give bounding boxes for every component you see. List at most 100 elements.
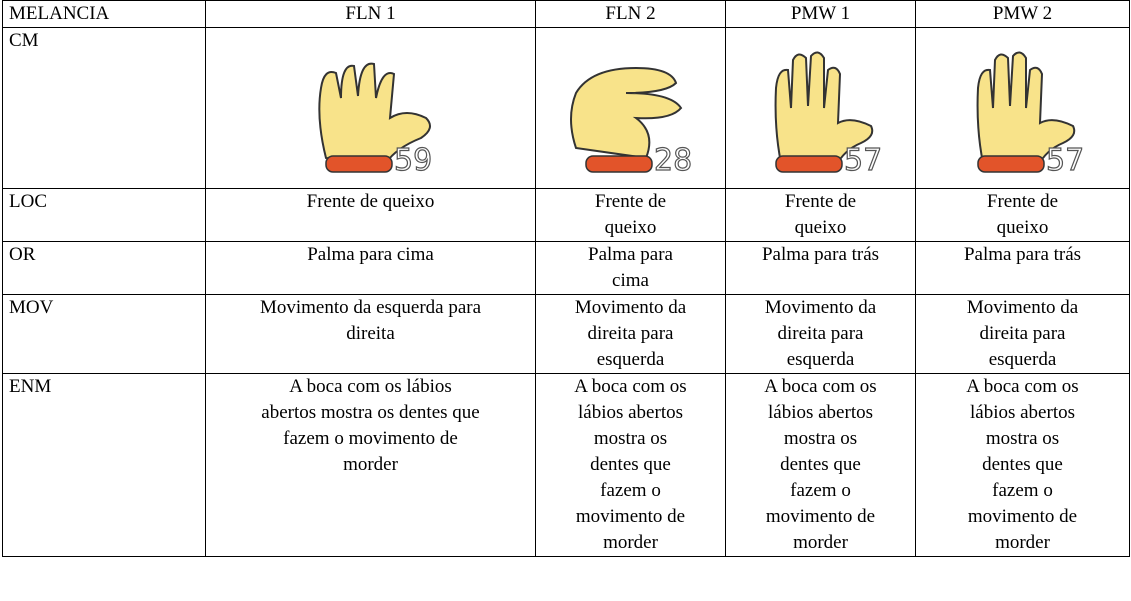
cell-line: direita — [346, 323, 395, 344]
hand-code: 57 — [844, 143, 882, 178]
cell-line: Movimento da — [764, 297, 877, 318]
cell-line: Frente de queixo — [306, 191, 435, 212]
table-cell: Movimento da esquerda para direita — [205, 294, 536, 374]
row-label: OR — [2, 241, 206, 295]
cell-line: A boca com os — [574, 376, 687, 397]
table-row: MOV Movimento da esquerda para direita Movi… — [2, 294, 1130, 374]
hand-image: 57 — [976, 51, 1084, 178]
cell-line: Palma para trás — [761, 244, 880, 265]
cell-line: direita para — [777, 323, 864, 344]
hand-image: 28 — [569, 66, 692, 178]
cell-line: Movimento da — [574, 297, 687, 318]
row-label: CM — [2, 27, 206, 189]
cell-line: mostra os — [985, 428, 1060, 449]
row-label: LOC — [2, 188, 206, 242]
hand-cuff — [324, 155, 393, 173]
cell-line: queixo — [794, 217, 847, 238]
image-cell: 28 — [535, 27, 726, 189]
cell-line: dentes que — [780, 454, 861, 475]
header-row: MELANCIA FLN 1 FLN 2 PMW 1 PMW 2 — [2, 0, 1130, 28]
table-row: LOC Frente de queixo Frente de queixo Frente… — [2, 188, 1130, 242]
cell-line: dentes que — [982, 454, 1063, 475]
hand-shape — [317, 62, 431, 165]
image-cell: 59 — [205, 27, 536, 189]
table-cell: Palma para trás — [915, 241, 1130, 295]
table-body: MELANCIA FLN 1 FLN 2 PMW 1 PMW 2 CM 59 28… — [2, 0, 1130, 557]
cell-line: abertos mostra os dentes que — [261, 402, 480, 423]
cell-line: lábios abertos — [577, 402, 683, 423]
hand-shape — [569, 66, 682, 160]
cell-line: fazem o — [790, 480, 851, 501]
table-row: ENM A boca com os lábios abertos mostra os… — [2, 373, 1130, 557]
table-cell: Palma para trás — [725, 241, 916, 295]
hand-cuff — [976, 155, 1045, 173]
header-cell: MELANCIA — [2, 0, 206, 28]
hand-code: 28 — [654, 143, 692, 178]
header-cell: PMW 2 — [915, 0, 1130, 28]
cell-line: lábios abertos — [767, 402, 873, 423]
hand-shape — [976, 51, 1075, 168]
hand-cuff — [774, 155, 843, 173]
cell-line: Palma para — [588, 244, 673, 265]
table-cell: Movimento da direita para esquerda — [915, 294, 1130, 374]
cell-line: direita para — [587, 323, 674, 344]
image-cell: 57 — [725, 27, 916, 189]
cell-line: direita para — [979, 323, 1066, 344]
hand-shape — [774, 51, 873, 168]
cell-line: fazem o — [600, 480, 661, 501]
cell-line: morder — [793, 532, 848, 553]
cell-line: fazem o — [992, 480, 1053, 501]
table-cell: Palma para cima — [535, 241, 726, 295]
hand-code: 57 — [1046, 143, 1084, 178]
cell-line: queixo — [996, 217, 1049, 238]
cell-line: morder — [343, 454, 398, 475]
cell-line: mostra os — [783, 428, 858, 449]
cell-line: Palma para trás — [963, 244, 1082, 265]
cell-line: Movimento da — [966, 297, 1079, 318]
hand-image: 59 — [317, 62, 432, 178]
table-cell: Movimento da direita para esquerda — [725, 294, 916, 374]
row-label: MOV — [2, 294, 206, 374]
cell-line: esquerda — [596, 349, 665, 370]
hand-cuff — [584, 155, 653, 173]
table-cell: Frente de queixo — [535, 188, 726, 242]
hand-image: 57 — [774, 51, 882, 178]
cell-line: Palma para cima — [307, 244, 434, 265]
sign-table: MELANCIA FLN 1 FLN 2 PMW 1 PMW 2 CM 59 28… — [2, 0, 1130, 557]
image-cell: 57 — [915, 27, 1130, 189]
header-cell: PMW 1 — [725, 0, 916, 28]
header-cell: FLN 2 — [535, 0, 726, 28]
cell-line: cima — [612, 270, 649, 291]
cell-line: lábios abertos — [969, 402, 1075, 423]
cell-line: A boca com os — [966, 376, 1079, 397]
cm-row: CM 59 28 57 57 — [2, 27, 1130, 189]
table-cell: A boca com os lábios abertos mostra os dent… — [535, 373, 726, 557]
cell-line: queixo — [604, 217, 657, 238]
hand-code: 59 — [394, 143, 432, 178]
table-cell: A boca com os lábios abertos mostra os dent… — [915, 373, 1130, 557]
cell-line: A boca com os — [764, 376, 877, 397]
cell-line: morder — [603, 532, 658, 553]
cell-line: esquerda — [786, 349, 855, 370]
cell-line: movimento de — [765, 506, 876, 527]
cell-line: Frente de — [986, 191, 1059, 212]
table-cell: Palma para cima — [205, 241, 536, 295]
cell-line: morder — [995, 532, 1050, 553]
cell-line: mostra os — [593, 428, 668, 449]
table-cell: A boca com os lábios abertos mostra os de… — [205, 373, 536, 557]
cell-line: movimento de — [967, 506, 1078, 527]
header-cell: FLN 1 — [205, 0, 536, 28]
cell-line: Frente de — [784, 191, 857, 212]
cell-line: dentes que — [590, 454, 671, 475]
cell-line: Frente de — [594, 191, 667, 212]
row-label: ENM — [2, 373, 206, 557]
cell-line: A boca com os lábios — [289, 376, 452, 397]
cell-line: esquerda — [988, 349, 1057, 370]
table-cell: Frente de queixo — [205, 188, 536, 242]
table-cell: A boca com os lábios abertos mostra os dent… — [725, 373, 916, 557]
table-cell: Frente de queixo — [725, 188, 916, 242]
table-cell: Frente de queixo — [915, 188, 1130, 242]
table-row: OR Palma para cima Palma para cima Palma par… — [2, 241, 1130, 295]
table-cell: Movimento da direita para esquerda — [535, 294, 726, 374]
